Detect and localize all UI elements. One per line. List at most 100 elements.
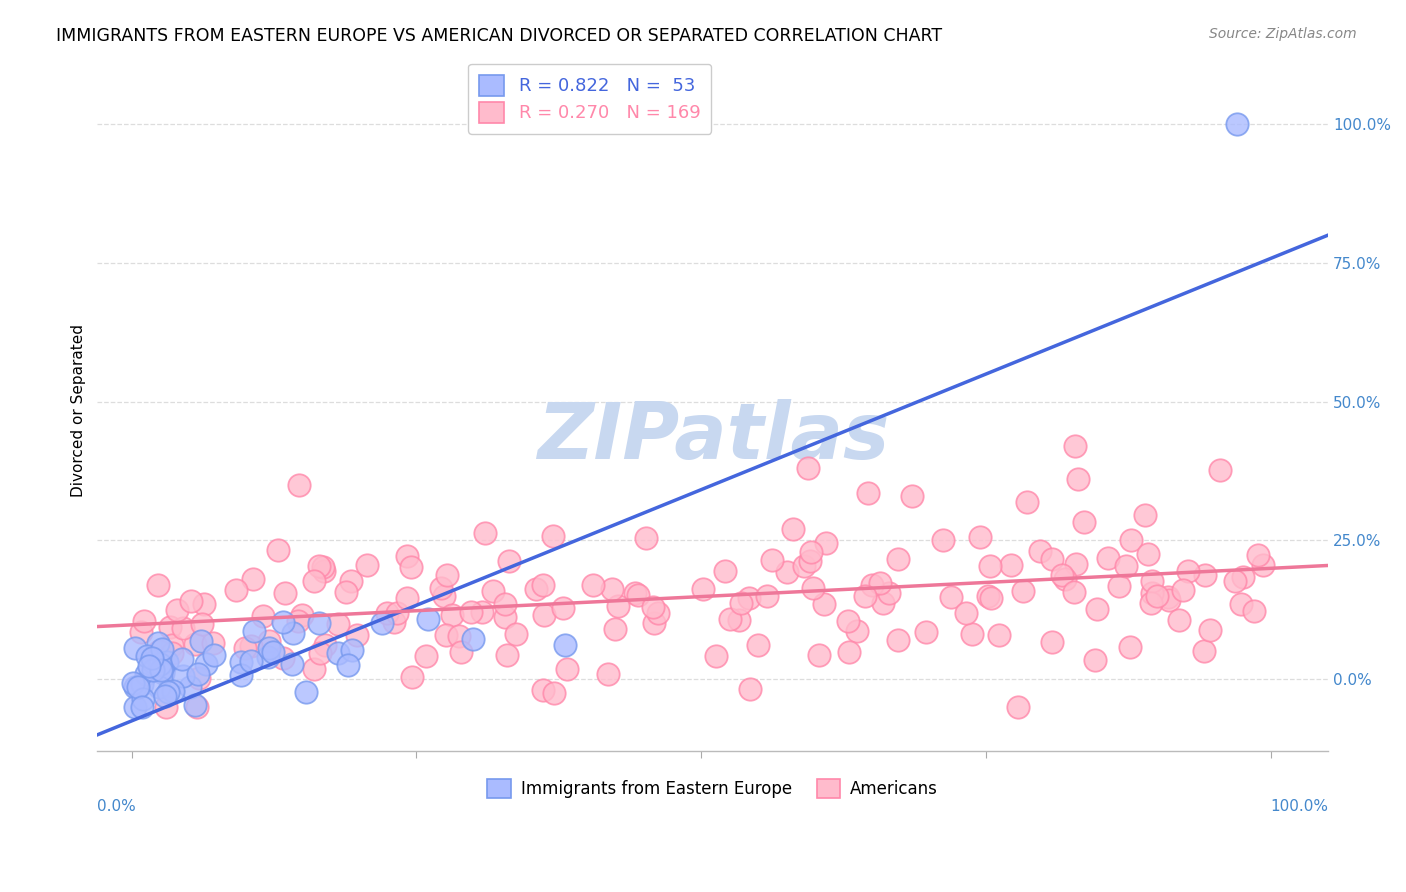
Point xyxy=(156,655,179,669)
Point xyxy=(1232,570,1254,584)
Text: ZIPatlas: ZIPatlas xyxy=(537,400,889,475)
Point xyxy=(1177,564,1199,578)
Point xyxy=(1015,494,1038,508)
Point xyxy=(160,646,183,660)
Point xyxy=(541,529,564,543)
Point xyxy=(1140,586,1163,600)
Point xyxy=(815,535,838,549)
Point xyxy=(977,589,1000,603)
Point xyxy=(152,665,174,680)
Point xyxy=(186,700,208,714)
Point xyxy=(308,616,330,631)
Point xyxy=(149,657,172,671)
Point xyxy=(166,603,188,617)
Point xyxy=(257,633,280,648)
Point xyxy=(737,591,759,606)
Point xyxy=(1053,572,1076,586)
Point xyxy=(776,565,799,579)
Point xyxy=(187,667,209,681)
Point xyxy=(738,681,761,696)
Point xyxy=(862,578,884,592)
Point xyxy=(1139,596,1161,610)
Point xyxy=(463,632,485,647)
Point xyxy=(346,628,368,642)
Point xyxy=(401,670,423,684)
Point xyxy=(150,663,173,677)
Point xyxy=(308,559,330,574)
Point xyxy=(162,684,184,698)
Point xyxy=(342,643,364,657)
Text: 100.0%: 100.0% xyxy=(1270,799,1329,814)
Point xyxy=(524,582,547,596)
Point xyxy=(240,654,263,668)
Point xyxy=(142,663,165,677)
Point xyxy=(887,551,910,566)
Point xyxy=(747,638,769,652)
Point xyxy=(941,590,963,604)
Point xyxy=(813,598,835,612)
Point xyxy=(335,585,357,599)
Point xyxy=(718,612,741,626)
Point xyxy=(955,606,977,620)
Point xyxy=(531,683,554,698)
Y-axis label: Divorced or Separated: Divorced or Separated xyxy=(72,324,86,497)
Point xyxy=(1052,568,1074,582)
Point xyxy=(121,676,143,690)
Point xyxy=(314,638,336,652)
Point xyxy=(793,558,815,573)
Point xyxy=(1119,640,1142,654)
Point xyxy=(229,668,252,682)
Point xyxy=(1073,515,1095,529)
Point xyxy=(257,649,280,664)
Point xyxy=(600,582,623,596)
Point xyxy=(607,599,630,613)
Point xyxy=(132,614,155,628)
Point xyxy=(385,606,408,620)
Point xyxy=(1156,590,1178,604)
Point xyxy=(430,581,453,595)
Point xyxy=(152,663,174,677)
Point xyxy=(129,625,152,640)
Point xyxy=(855,589,877,603)
Point xyxy=(533,607,555,622)
Point xyxy=(314,564,336,578)
Point xyxy=(229,655,252,669)
Point xyxy=(979,558,1001,573)
Point xyxy=(980,591,1002,606)
Point xyxy=(1063,585,1085,599)
Point xyxy=(1067,472,1090,486)
Point xyxy=(257,641,280,656)
Point xyxy=(869,575,891,590)
Point xyxy=(131,700,153,714)
Point xyxy=(460,606,482,620)
Point xyxy=(204,648,226,662)
Point xyxy=(801,582,824,596)
Point xyxy=(172,669,194,683)
Point xyxy=(647,607,669,621)
Point xyxy=(1209,463,1232,477)
Point xyxy=(837,614,859,628)
Point xyxy=(450,645,472,659)
Point xyxy=(605,622,627,636)
Point xyxy=(180,594,202,608)
Point xyxy=(294,685,316,699)
Point xyxy=(155,700,177,714)
Point xyxy=(160,638,183,652)
Point xyxy=(641,599,664,614)
Point xyxy=(987,628,1010,642)
Point xyxy=(1064,439,1087,453)
Point xyxy=(887,633,910,648)
Point xyxy=(643,615,665,630)
Point xyxy=(150,641,173,656)
Point xyxy=(1133,508,1156,523)
Point xyxy=(634,532,657,546)
Point xyxy=(1040,635,1063,649)
Point xyxy=(1085,602,1108,616)
Point xyxy=(242,624,264,638)
Point xyxy=(399,560,422,574)
Point xyxy=(1171,582,1194,597)
Point xyxy=(190,634,212,648)
Text: 0.0%: 0.0% xyxy=(97,799,136,814)
Point xyxy=(901,489,924,503)
Point xyxy=(124,640,146,655)
